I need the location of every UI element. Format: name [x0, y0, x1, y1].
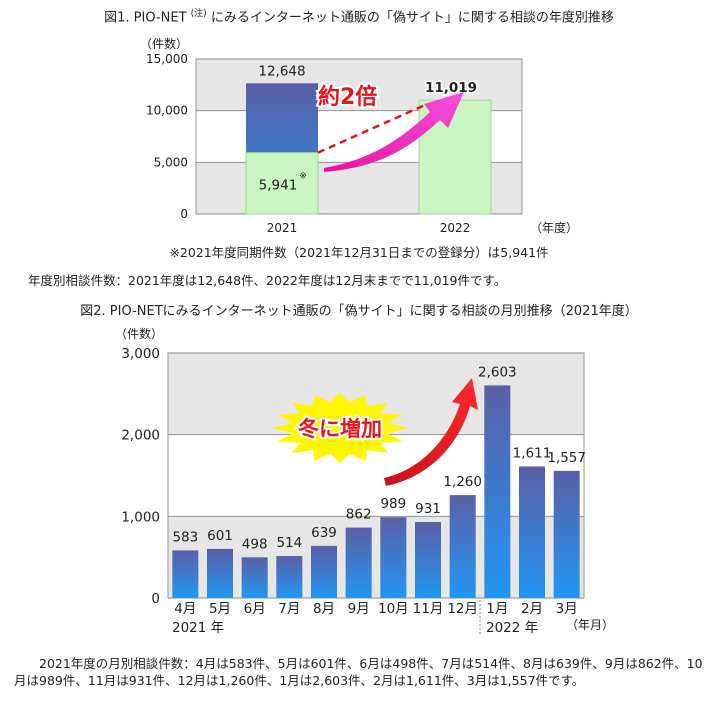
annotation-winter: 冬に増加 — [298, 417, 382, 441]
bar-month — [449, 495, 476, 598]
y-tick-label: 0 — [151, 591, 160, 607]
value-label: 639 — [311, 525, 337, 541]
x-tick-label: 11月 — [413, 601, 444, 617]
y-axis-label: （件数） — [140, 36, 188, 51]
x-tick-label: 3月 — [556, 601, 578, 617]
bar-month — [484, 385, 511, 598]
value-label-same-period: 5,941 — [259, 178, 298, 194]
bar-month — [207, 548, 233, 598]
y-axis-label: （件数） — [115, 326, 163, 341]
bar-month — [276, 556, 303, 598]
bar-month — [553, 470, 580, 598]
growth-dashed-line — [317, 102, 428, 154]
chart2-monthly: 0 1,000 2,000 3,000 （件数） （年月） 583 4月 601 5月 498 6月 5… — [115, 326, 614, 636]
x-tick-label: 2021 — [267, 221, 298, 235]
x-tick-label: 5月 — [209, 601, 231, 617]
x-tick-label: 6月 — [244, 601, 266, 617]
chart1-title: 図1. PIO-NET (注) にみるインターネット通販の「偽サイト」に関する相… — [104, 9, 614, 26]
x-axis-label: （年度） — [530, 220, 578, 235]
bar-2021-same-period — [245, 152, 319, 215]
year-label-2021: 2021 年 — [172, 620, 224, 636]
x-tick-label: 9月 — [348, 601, 370, 617]
value-label: 583 — [172, 529, 198, 545]
monthly-summary: 2021年度の月別相談件数：4月は583件、5月は601件、6月は498件、7月… — [14, 656, 703, 688]
value-label: 931 — [415, 501, 441, 517]
value-label: 498 — [242, 536, 268, 552]
value-label: 1,260 — [443, 474, 482, 490]
value-label: 989 — [380, 496, 406, 512]
x-tick-label: 2月 — [521, 601, 543, 617]
value-label: 514 — [276, 535, 302, 551]
bar-month — [415, 521, 441, 598]
same-period-mark: ※ — [299, 172, 307, 182]
increase-arrow — [384, 378, 478, 486]
x-axis-label: （年月） — [566, 618, 614, 632]
value-label: 1,557 — [547, 450, 586, 466]
bar-month — [311, 545, 337, 598]
bar-month — [172, 550, 199, 598]
y-tick-label: 15,000 — [146, 52, 188, 66]
value-label: 1,611 — [513, 445, 552, 461]
value-label-2022: 11,019 — [425, 80, 477, 96]
y-tick-label: 2,000 — [121, 428, 160, 444]
y-tick-label: 5,000 — [154, 155, 188, 169]
bar-month — [241, 557, 268, 598]
x-tick-label: 12月 — [447, 601, 478, 617]
growth-arrow — [324, 92, 464, 172]
x-tick-label: 1月 — [486, 601, 508, 617]
x-tick-label: 8月 — [313, 601, 335, 617]
x-tick-label: 4月 — [174, 601, 196, 617]
value-label: 601 — [207, 528, 233, 544]
y-tick-label: 1,000 — [121, 509, 160, 525]
chart1-yearly: 0 5,000 10,000 15,000（件数） （年度） 12,648 11,019 5,… — [140, 36, 578, 235]
value-label: 2,603 — [478, 364, 517, 380]
value-label-2021: 12,648 — [258, 63, 305, 79]
yearly-summary: 年度別相談件数：2021年度は12,648件、2022年度は12月末までで11,… — [28, 273, 507, 288]
year-label-2022: 2022 年 — [486, 620, 538, 636]
annotation-double: 約2倍 — [318, 84, 377, 110]
burst-shape — [272, 392, 408, 464]
bar-month — [519, 466, 545, 598]
x-tick-label: 7月 — [278, 601, 300, 617]
chart2-title: 図2. PIO-NETにみるインターネット通販の「偽サイト」に関する相談の月別推… — [80, 304, 638, 319]
value-label: 862 — [346, 507, 372, 523]
y-tick-label: 0 — [180, 207, 188, 221]
same-period-note: ※2021年度同期件数（2021年12月31日までの登録分）は5,941件 — [169, 245, 549, 260]
bar-month — [380, 517, 407, 598]
y-tick-label: 3,000 — [121, 346, 160, 362]
x-tick-label: 2022 — [440, 221, 471, 235]
bar-month — [345, 527, 372, 598]
y-tick-label: 10,000 — [146, 104, 188, 118]
x-tick-label: 10月 — [378, 601, 409, 617]
plot-band — [168, 516, 584, 598]
